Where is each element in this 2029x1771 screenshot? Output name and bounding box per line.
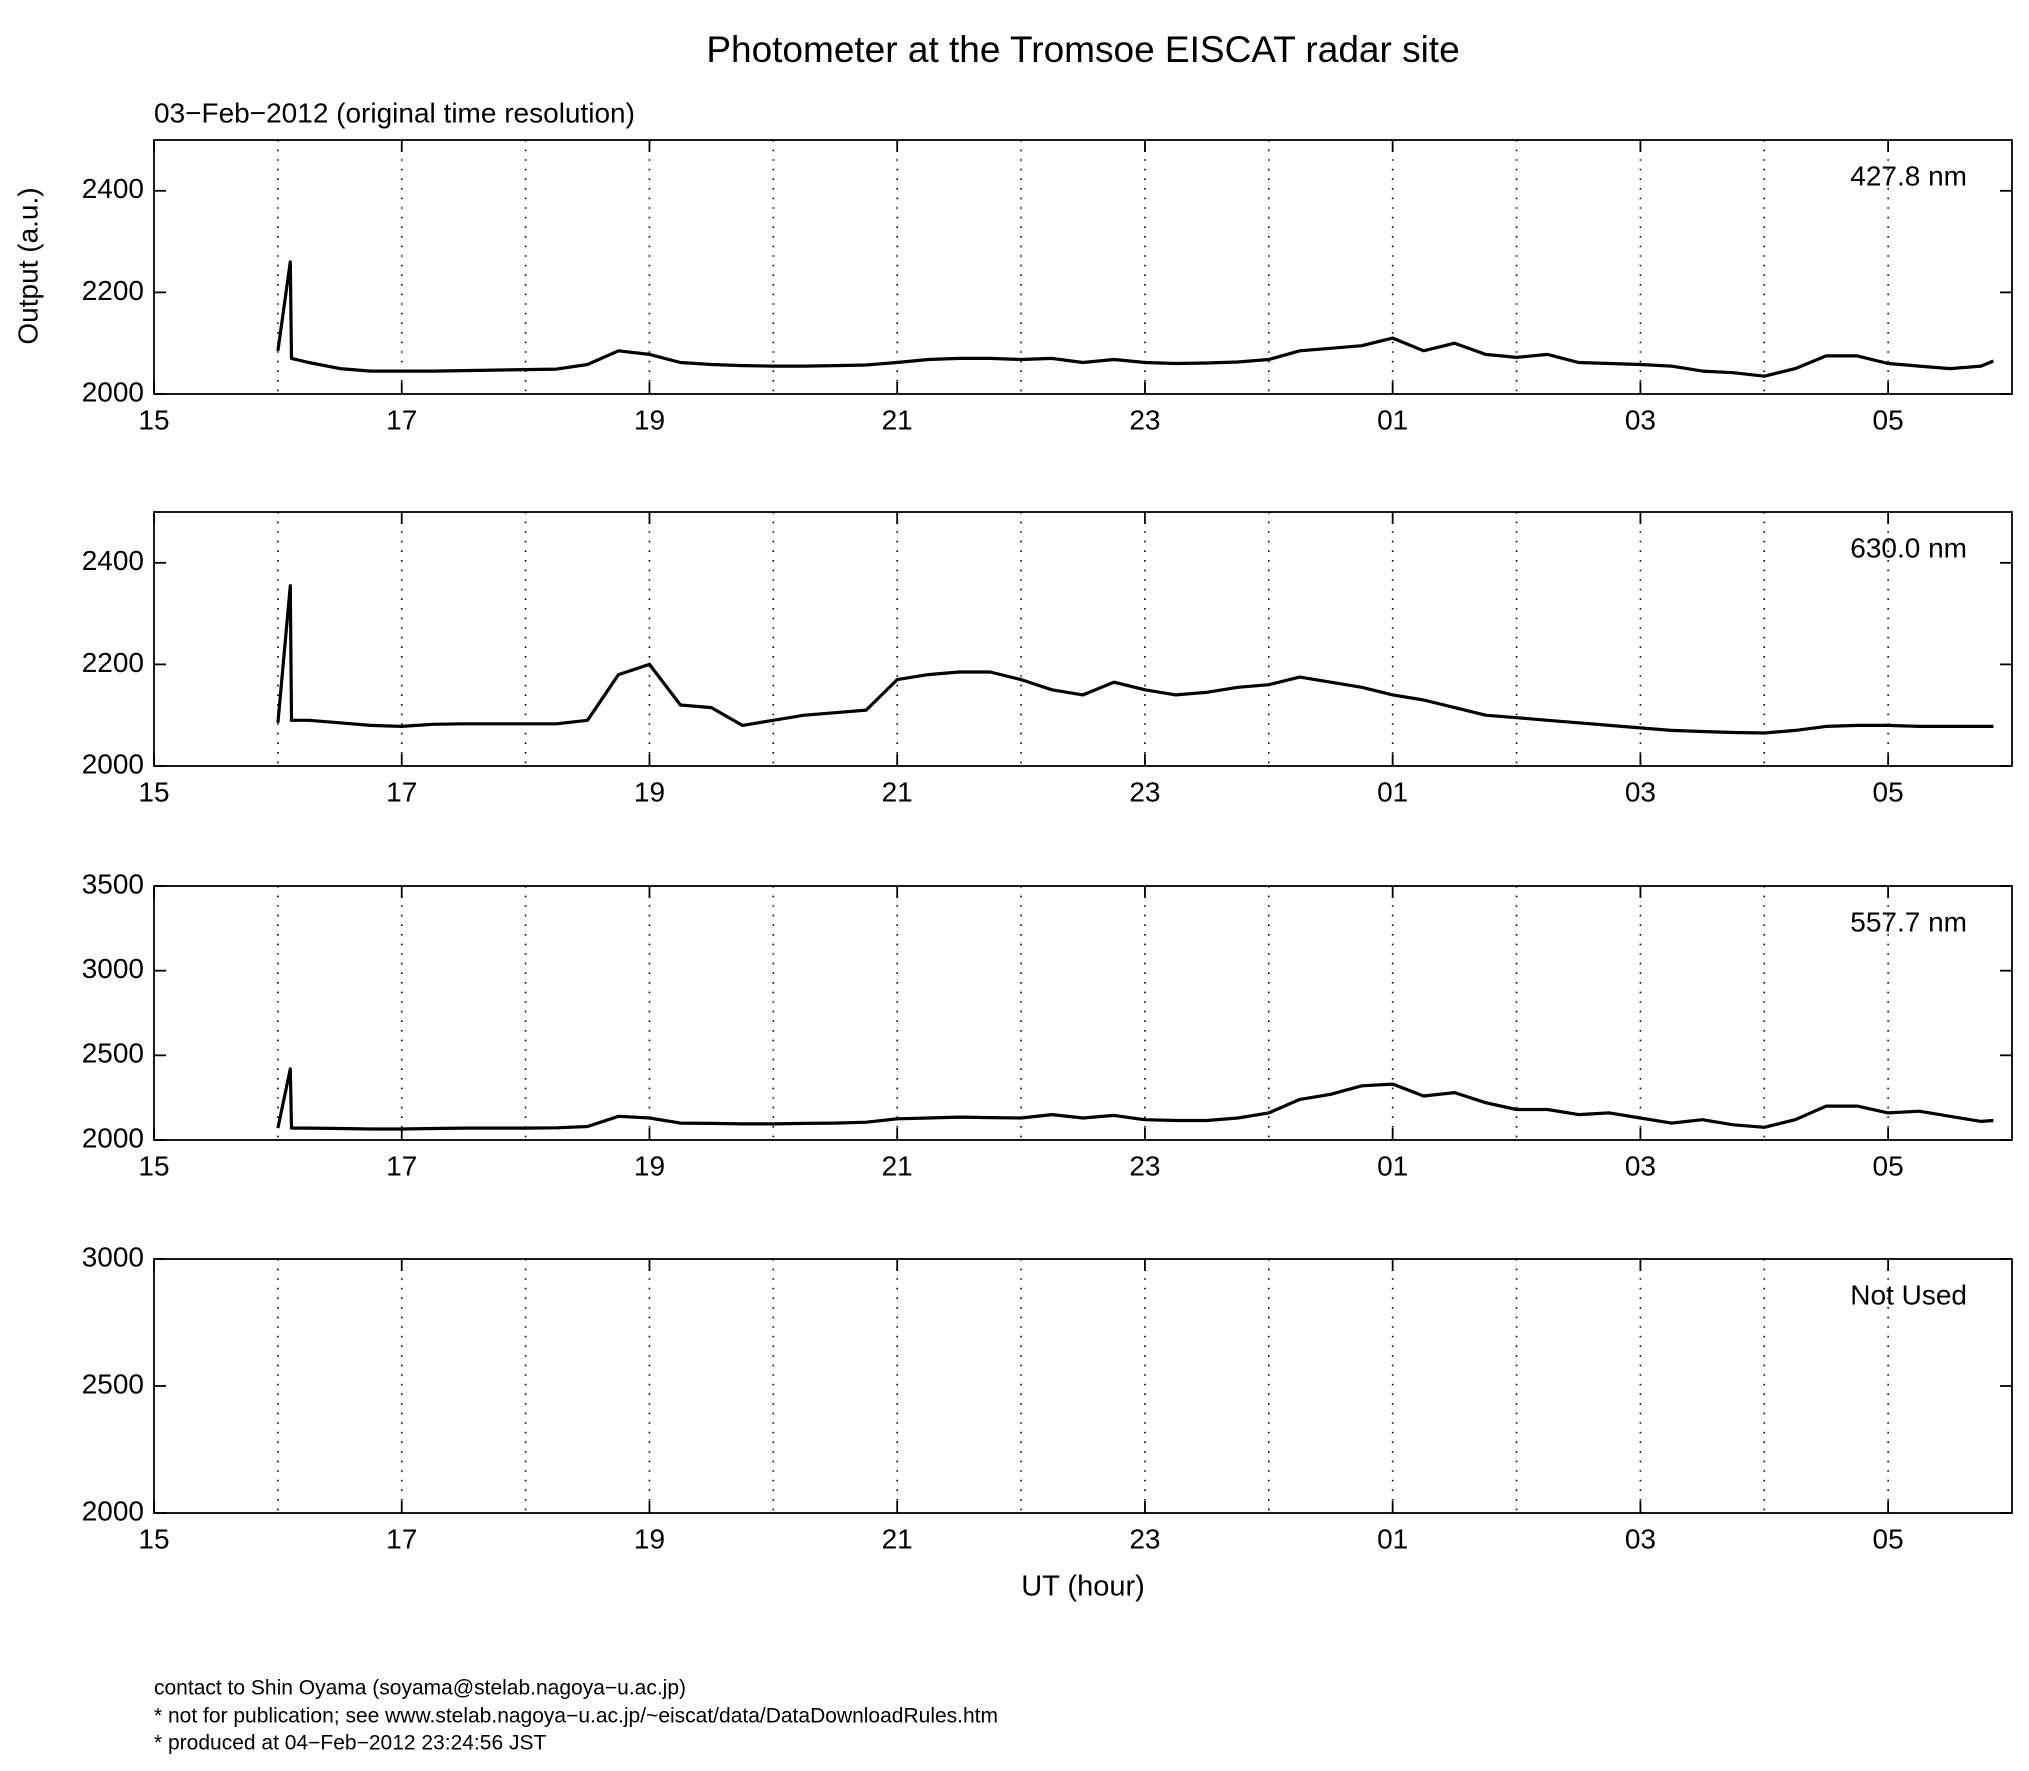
- x-tick-label: 15: [138, 1523, 169, 1554]
- y-tick-label: 2000: [82, 1122, 144, 1153]
- x-tick-label: 05: [1873, 1150, 1904, 1181]
- x-tick-label: 15: [138, 1150, 169, 1181]
- data-line: [276, 260, 1995, 378]
- footer-line: contact to Shin Oyama (soyama@stelab.nag…: [154, 1677, 686, 1700]
- x-tick-label: 03: [1625, 776, 1656, 807]
- panel-annotation: 557.7 nm: [1850, 906, 1967, 937]
- axes-box: [153, 511, 2013, 767]
- x-tick-label: 01: [1377, 1150, 1408, 1181]
- x-tick-label: 19: [634, 404, 665, 435]
- panel-annotation: 427.8 nm: [1850, 160, 1967, 191]
- x-tick-label: 17: [386, 1523, 417, 1554]
- figure-title: Photometer at the Tromsoe EISCAT radar s…: [706, 29, 1459, 70]
- data-line: [276, 1067, 1994, 1131]
- x-tick-label: 01: [1377, 404, 1408, 435]
- x-tick-label: 05: [1873, 404, 1904, 435]
- y-tick-label: 2400: [82, 545, 144, 576]
- x-tick-label: 21: [882, 1523, 913, 1554]
- y-tick-label: 2200: [82, 647, 144, 678]
- x-tick-label: 01: [1377, 1523, 1408, 1554]
- y-tick-label: 2400: [82, 173, 144, 204]
- x-tick-label: 23: [1129, 1150, 1160, 1181]
- footer-line: * produced at 04−Feb−2012 23:24:56 JST: [154, 1732, 546, 1755]
- axes-box: [153, 885, 2013, 1141]
- axes-box: [153, 139, 2013, 395]
- y-tick-label: 3000: [82, 953, 144, 984]
- y-tick-label: 2500: [82, 1368, 144, 1399]
- x-tick-label: 15: [138, 776, 169, 807]
- x-tick-label: 17: [386, 776, 417, 807]
- panel-annotation: 630.0 nm: [1850, 532, 1967, 563]
- y-tick-label: 2000: [82, 748, 144, 779]
- x-tick-label: 21: [882, 1150, 913, 1181]
- y-tick-label: 2200: [82, 275, 144, 306]
- x-tick-label: 19: [634, 1150, 665, 1181]
- x-tick-label: 03: [1625, 404, 1656, 435]
- x-tick-label: 05: [1873, 1523, 1904, 1554]
- x-tick-label: 23: [1129, 404, 1160, 435]
- x-tick-label: 21: [882, 776, 913, 807]
- x-tick-label: 05: [1873, 776, 1904, 807]
- x-tick-label: 15: [138, 404, 169, 435]
- x-tick-label: 19: [634, 776, 665, 807]
- x-tick-label: 21: [882, 404, 913, 435]
- subtitle: 03−Feb−2012 (original time resolution): [154, 97, 635, 128]
- x-tick-label: 03: [1625, 1150, 1656, 1181]
- data-line: [276, 584, 1994, 735]
- x-tick-label: 19: [634, 1523, 665, 1554]
- y-tick-label: 2000: [82, 376, 144, 407]
- x-tick-label: 01: [1377, 776, 1408, 807]
- y-tick-label: 2500: [82, 1038, 144, 1069]
- x-tick-label: 03: [1625, 1523, 1656, 1554]
- y-tick-label: 3500: [82, 868, 144, 899]
- x-tick-label: 23: [1129, 776, 1160, 807]
- y-tick-label: 2000: [82, 1495, 144, 1526]
- panel-annotation: Not Used: [1850, 1279, 1967, 1310]
- x-tick-label: 23: [1129, 1523, 1160, 1554]
- y-axis-label: Output (a.u.): [12, 187, 43, 344]
- footer-line: * not for publication; see www.stelab.na…: [154, 1705, 998, 1728]
- x-axis-label: UT (hour): [1021, 1571, 1145, 1603]
- y-tick-label: 3000: [82, 1241, 144, 1272]
- x-tick-label: 17: [386, 1150, 417, 1181]
- x-tick-label: 17: [386, 404, 417, 435]
